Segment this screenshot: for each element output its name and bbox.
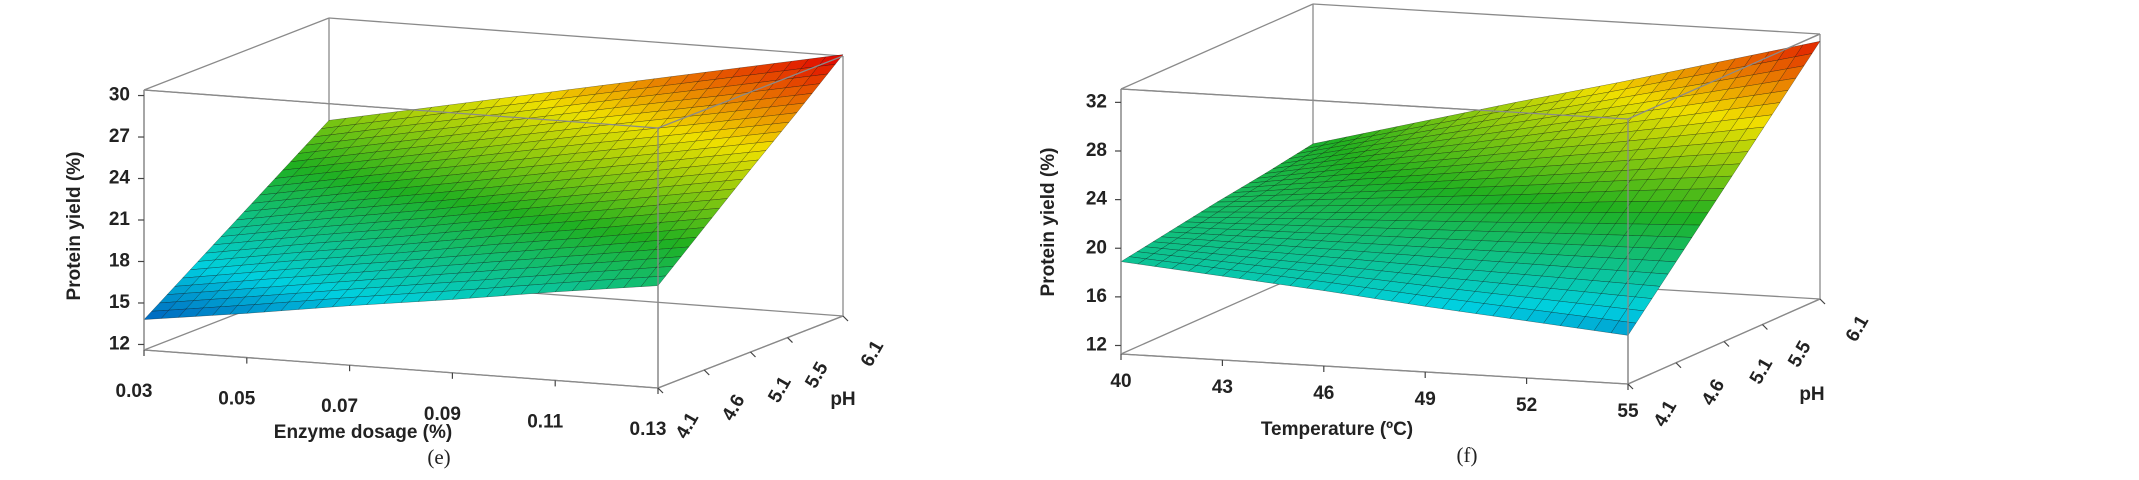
z-tick-label: 28 — [1086, 140, 1107, 161]
y-tick-mark — [1675, 362, 1682, 369]
x-tick-label: 0.09 — [424, 404, 461, 425]
z-tick-label: 12 — [109, 333, 130, 354]
surface — [1120, 40, 1821, 336]
z-tick-label: 16 — [1086, 286, 1107, 307]
box-edge — [1627, 33, 1821, 120]
z-tick-label: 15 — [109, 292, 131, 313]
z-tick-label: 18 — [109, 251, 130, 272]
box-edge — [143, 349, 659, 389]
x-tick-label: 0.05 — [218, 389, 255, 410]
surface — [143, 54, 844, 320]
z-tick-label: 24 — [1086, 189, 1108, 210]
caption: (f) — [1457, 443, 1478, 467]
caption: (e) — [427, 445, 450, 469]
x-tick-label: 46 — [1313, 383, 1334, 404]
z-tick-label: 24 — [109, 168, 131, 189]
z-tick-label: 12 — [1086, 335, 1107, 356]
z-tick-label: 27 — [109, 126, 130, 147]
y-tick-mark — [657, 387, 664, 394]
y-tick-label: 5.1 — [1746, 354, 1778, 388]
x-axis-label: Enzyme dosage (%) — [274, 422, 452, 443]
surface-chart: 40 43 46 49 52 55 4.1 4.6 5.15.5 6.1 12 16 20 24 28 32 T… — [1038, 3, 1874, 467]
box-edge — [143, 17, 330, 91]
x-tick-label: 43 — [1212, 377, 1233, 398]
z-axis-label: Protein yield (%) — [1038, 148, 1059, 297]
y-tick-label: 4.1 — [1650, 397, 1682, 431]
z-tick-label: 32 — [1086, 91, 1107, 112]
z-axis-label: Protein yield (%) — [64, 152, 85, 301]
box-edge — [1312, 3, 1821, 35]
y-tick-label: 6.1 — [1842, 312, 1874, 346]
x-tick-label: 0.03 — [116, 381, 153, 402]
y-tick-mark — [787, 337, 793, 344]
y-tick-label: 4.6 — [1698, 376, 1729, 409]
x-axis-label: Temperature (ºC) — [1261, 419, 1413, 440]
y-tick-label: 6.1 — [857, 337, 889, 371]
y-tick-label: 5.5 — [1784, 337, 1816, 371]
x-tick-label: 40 — [1110, 371, 1131, 392]
x-tick-label: 0.11 — [527, 411, 563, 432]
surface-chart: 0.03 0.05 0.07 0.09 0.11 0.13 4.1 4.6 5.1 5.5 6.1 1… — [64, 17, 889, 469]
y-axis-label: pH — [830, 389, 855, 410]
y-tick-mark — [750, 351, 756, 358]
surface-patch — [1610, 320, 1637, 336]
z-tick-label: 20 — [1086, 237, 1107, 258]
x-tick-label: 0.13 — [630, 419, 667, 440]
box-edge — [657, 55, 844, 129]
y-tick-label: 4.6 — [718, 391, 749, 424]
y-tick-mark — [1723, 341, 1730, 347]
y-tick-label: 5.5 — [801, 358, 833, 392]
x-tick-label: 52 — [1516, 395, 1537, 416]
box-edge — [1120, 353, 1629, 385]
z-tick-label: 21 — [109, 209, 131, 230]
z-tick-label: 30 — [109, 85, 130, 106]
y-tick-mark — [1819, 298, 1826, 305]
box-edge — [328, 17, 844, 57]
x-tick-label: 55 — [1617, 401, 1639, 422]
y-tick-mark — [1627, 383, 1634, 390]
surface-patch — [640, 275, 667, 287]
x-tick-label: 0.07 — [321, 396, 358, 417]
y-tick-mark — [703, 369, 710, 376]
y-tick-label: 5.1 — [764, 373, 796, 407]
box-edge — [1120, 3, 1314, 90]
y-axis-label: pH — [1799, 384, 1824, 405]
box-edge — [1120, 88, 1629, 120]
box-edge — [143, 89, 659, 129]
x-tick-label: 49 — [1415, 389, 1436, 410]
y-tick-mark — [1761, 324, 1768, 330]
y-tick-mark — [842, 315, 849, 322]
y-tick-label: 4.1 — [672, 409, 704, 443]
